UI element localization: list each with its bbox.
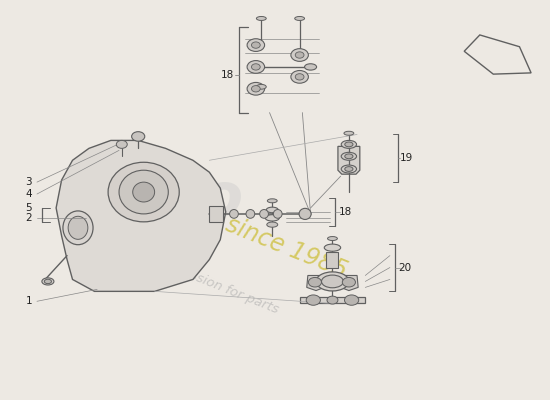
Circle shape: [247, 82, 265, 95]
Ellipse shape: [345, 154, 353, 159]
Ellipse shape: [322, 275, 343, 288]
Ellipse shape: [344, 131, 354, 135]
Circle shape: [342, 278, 355, 287]
Ellipse shape: [68, 216, 88, 239]
Ellipse shape: [299, 208, 311, 220]
Ellipse shape: [345, 167, 353, 171]
Circle shape: [131, 132, 145, 141]
Text: 4: 4: [25, 189, 32, 199]
Circle shape: [251, 64, 260, 70]
Circle shape: [306, 295, 321, 305]
Circle shape: [251, 86, 260, 92]
Text: 2: 2: [25, 213, 32, 223]
Text: 3: 3: [25, 177, 32, 187]
Ellipse shape: [108, 162, 179, 222]
Circle shape: [295, 74, 304, 80]
Ellipse shape: [295, 16, 305, 20]
Ellipse shape: [324, 244, 340, 251]
Text: 19: 19: [400, 153, 413, 163]
Polygon shape: [464, 35, 531, 74]
Circle shape: [251, 42, 260, 48]
Ellipse shape: [316, 272, 349, 291]
Ellipse shape: [345, 142, 353, 147]
Text: euro: euro: [87, 170, 244, 230]
Ellipse shape: [341, 152, 356, 160]
Ellipse shape: [133, 182, 155, 202]
Bar: [210, 206, 223, 222]
Ellipse shape: [267, 199, 277, 203]
Polygon shape: [338, 146, 360, 174]
Text: 18: 18: [338, 207, 351, 217]
Ellipse shape: [273, 210, 282, 218]
Polygon shape: [300, 297, 365, 303]
Text: 18: 18: [221, 70, 234, 80]
Ellipse shape: [305, 64, 317, 70]
Text: 20: 20: [399, 262, 412, 272]
Ellipse shape: [341, 165, 356, 173]
Ellipse shape: [328, 236, 337, 240]
Polygon shape: [340, 276, 358, 290]
Text: since 1985: since 1985: [222, 212, 350, 283]
Polygon shape: [56, 140, 226, 291]
Polygon shape: [307, 276, 324, 290]
Ellipse shape: [266, 207, 278, 213]
Ellipse shape: [256, 84, 266, 89]
Ellipse shape: [119, 170, 168, 214]
Ellipse shape: [42, 278, 54, 285]
Ellipse shape: [265, 215, 279, 221]
Ellipse shape: [246, 210, 255, 218]
Circle shape: [291, 70, 309, 83]
Text: 5: 5: [25, 203, 32, 213]
Circle shape: [295, 52, 304, 58]
Circle shape: [344, 295, 359, 305]
Ellipse shape: [267, 222, 278, 227]
Ellipse shape: [45, 279, 52, 284]
Circle shape: [309, 278, 322, 287]
Bar: [327, 252, 338, 268]
Circle shape: [247, 60, 265, 73]
Ellipse shape: [260, 210, 268, 218]
Ellipse shape: [341, 140, 356, 148]
Circle shape: [291, 49, 309, 61]
Text: 1: 1: [25, 296, 32, 306]
Ellipse shape: [256, 16, 266, 20]
Circle shape: [327, 296, 338, 304]
Ellipse shape: [229, 210, 238, 218]
Ellipse shape: [63, 211, 93, 245]
Circle shape: [247, 39, 265, 52]
Text: a passion for parts: a passion for parts: [161, 258, 280, 316]
Circle shape: [116, 140, 127, 148]
